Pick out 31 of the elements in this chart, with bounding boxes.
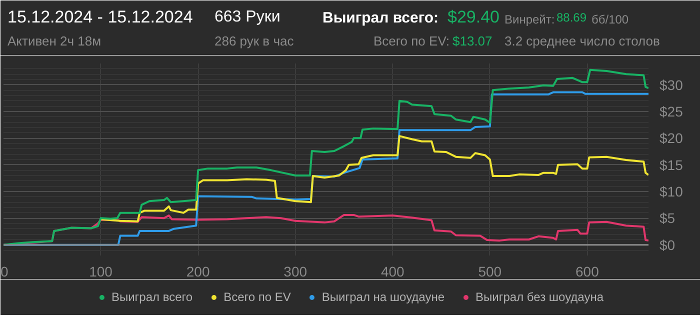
legend-label: Выиграл без шоудауна [476, 290, 604, 304]
y-tick-label: $20 [660, 130, 684, 146]
text: 3.2 среднее число столов [504, 34, 660, 48]
text: 88.69 [556, 10, 587, 24]
text: Активен 2ч 18м [8, 34, 102, 48]
x-tick-label: 100 [89, 264, 113, 280]
legend-label: Всего по EV [224, 290, 291, 304]
text: Винрейт: [504, 12, 555, 26]
line-series [100, 135, 648, 222]
y-tick-label: $0 [660, 236, 676, 253]
text: бб/100 [592, 12, 629, 26]
y-tick-label: $5 [660, 210, 676, 226]
y-tick-label: $15 [660, 156, 684, 173]
y-tick-label: $25 [660, 104, 684, 120]
x-tick-label: 300 [284, 264, 308, 280]
x-tick-label: 500 [478, 264, 502, 280]
x-tick-label: 0 [0, 264, 8, 280]
text: 286 рук в час [214, 34, 294, 48]
text: $13.07 [452, 34, 492, 48]
legend-label: Выиграл всего [111, 290, 193, 304]
y-tick-label: $30 [660, 76, 684, 93]
chart-title: 15.12.2024 - 15.12.2024 [8, 8, 193, 26]
x-tick-label: 400 [380, 264, 405, 280]
text: 663 Руки [214, 8, 280, 26]
text: Выиграл всего: [322, 10, 439, 26]
x-tick-label: 600 [576, 264, 600, 280]
text: $29.40 [448, 8, 500, 26]
text: Всего по EV: [373, 34, 450, 48]
legend-label: Выиграл на шоудауне [322, 290, 445, 304]
y-tick-label: $10 [660, 184, 684, 200]
x-tick-label: 200 [186, 264, 210, 280]
